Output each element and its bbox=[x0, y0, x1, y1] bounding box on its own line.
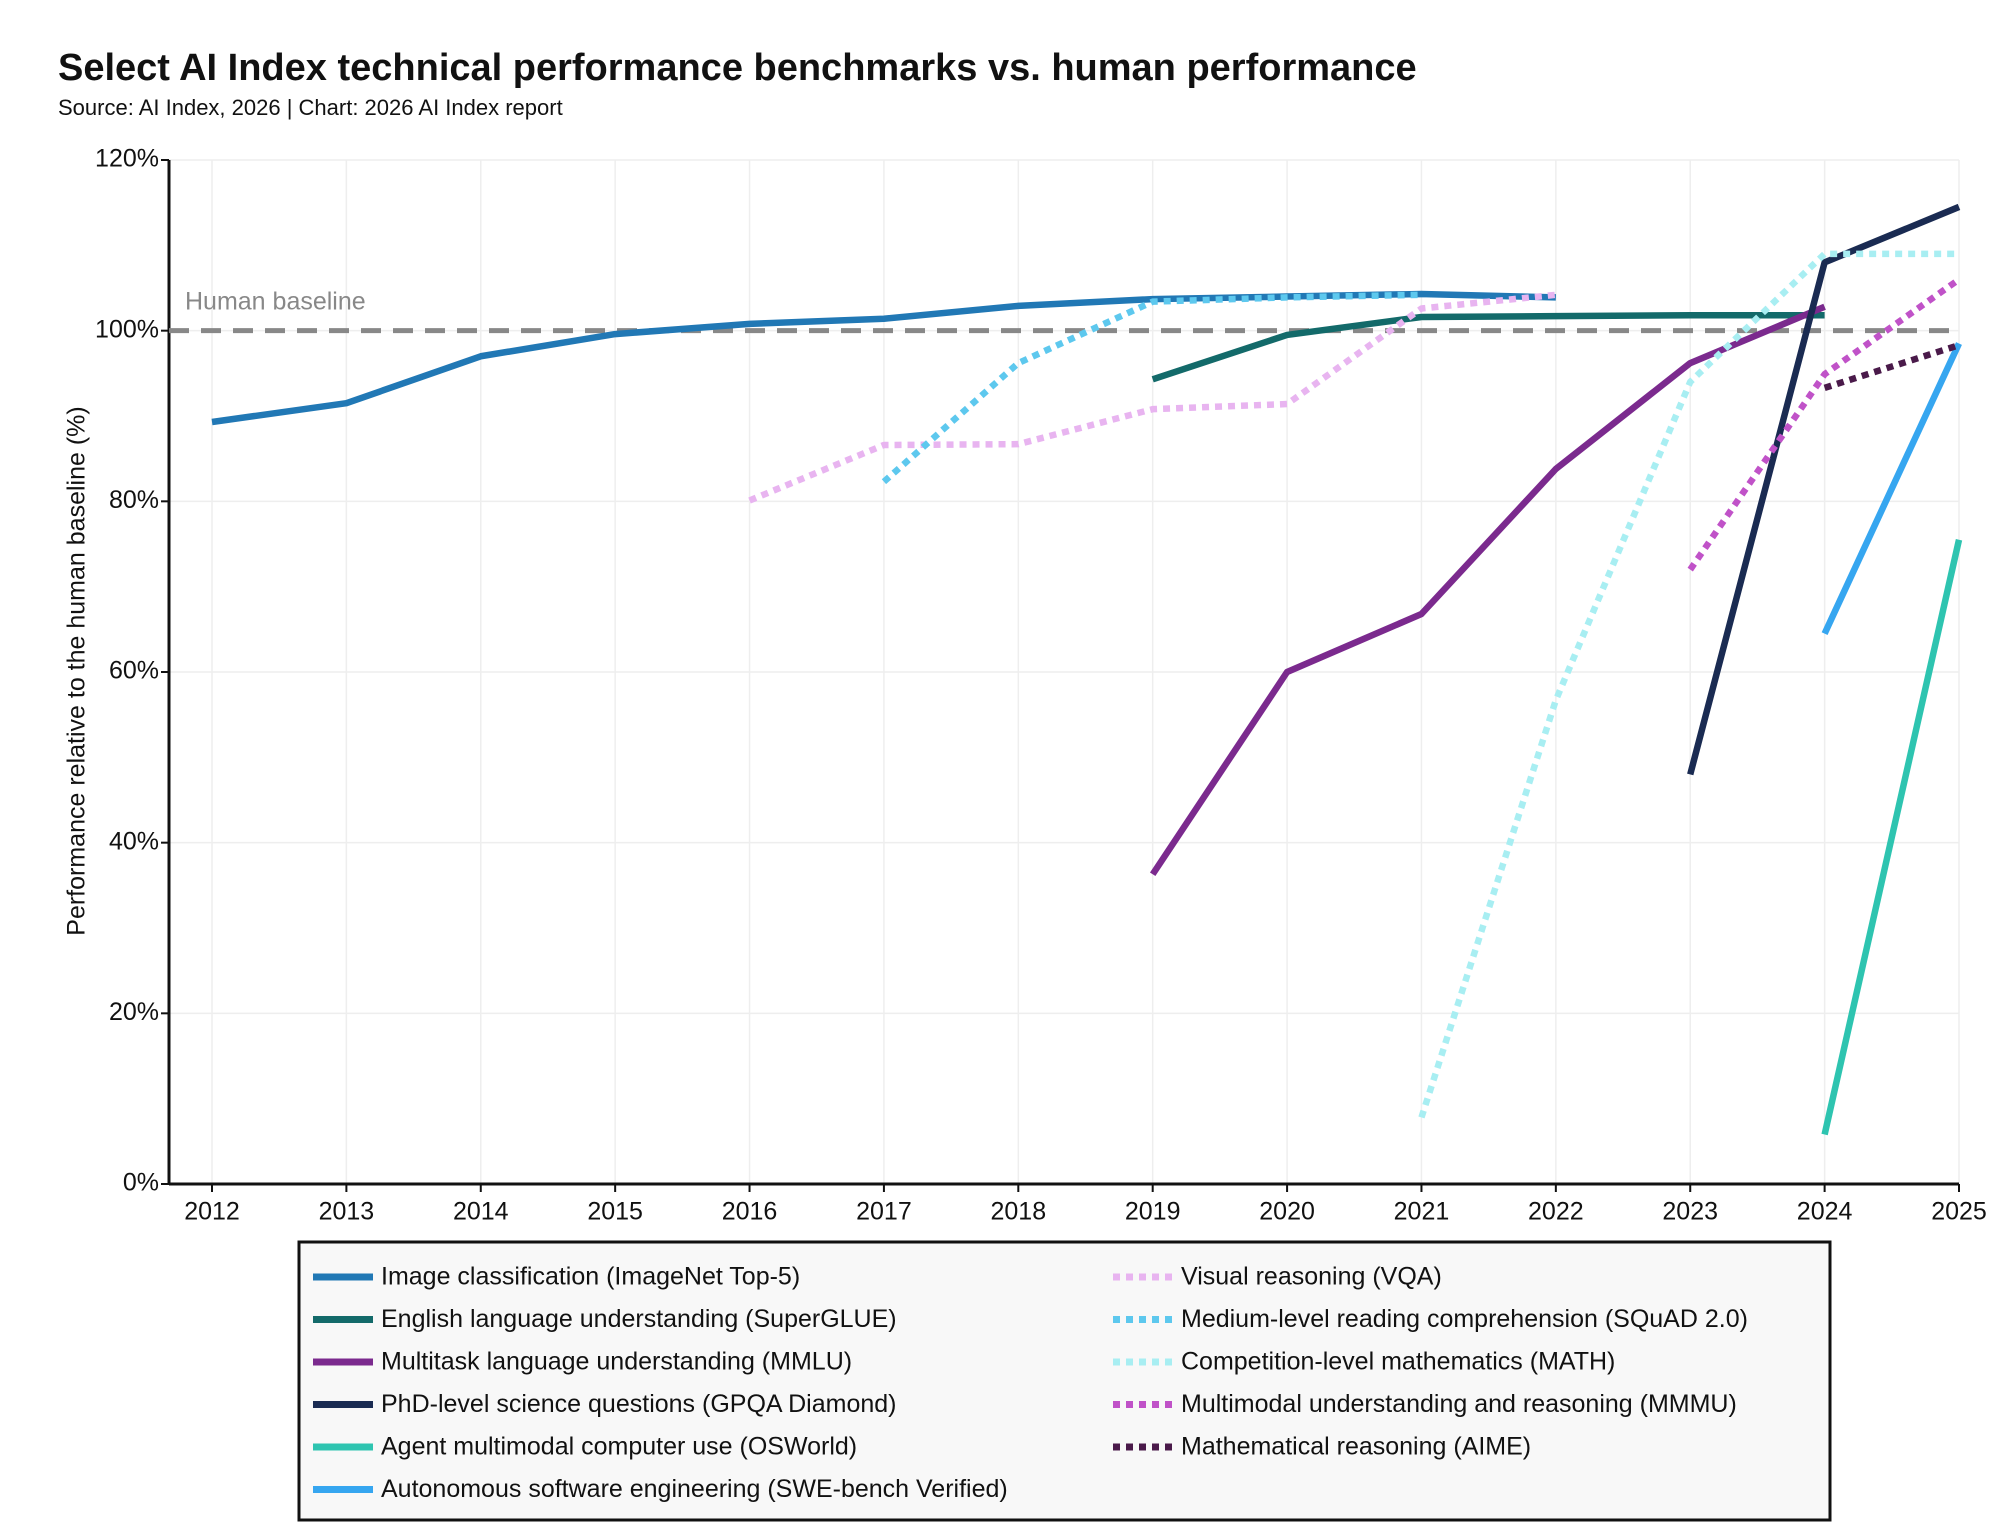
x-tick-label: 2017 bbox=[856, 1198, 912, 1226]
y-tick-label: 100% bbox=[95, 315, 159, 343]
legend-label: Competition-level mathematics (MATH) bbox=[1181, 1348, 1615, 1376]
series-line bbox=[1151, 312, 1825, 383]
x-tick-label: 2020 bbox=[1259, 1198, 1315, 1226]
legend-label: English language understanding (SuperGLU… bbox=[381, 1305, 897, 1333]
x-tick-label: 2016 bbox=[722, 1198, 778, 1226]
series-line bbox=[1821, 539, 1963, 1136]
legend-label: Medium-level reading comprehension (SQuA… bbox=[1181, 1305, 1748, 1333]
x-tick-label: 2024 bbox=[1797, 1198, 1853, 1226]
series-line bbox=[881, 291, 1422, 485]
series-line bbox=[1149, 303, 1826, 877]
x-tick-label: 2021 bbox=[1394, 1198, 1450, 1226]
chart-subtitle: Source: AI Index, 2026 | Chart: 2026 AI … bbox=[58, 95, 563, 120]
y-axis-label: Performance relative to the human baseli… bbox=[63, 406, 91, 935]
y-tick-label: 80% bbox=[109, 486, 159, 514]
legend-label: Visual reasoning (VQA) bbox=[1181, 1263, 1442, 1291]
series-line bbox=[1687, 276, 1961, 572]
x-tick-label: 2013 bbox=[319, 1198, 375, 1226]
legend-label: Autonomous software engineering (SWE-ben… bbox=[381, 1475, 1008, 1503]
legend-label: Agent multimodal computer use (OSWorld) bbox=[381, 1433, 857, 1461]
series-line bbox=[1687, 203, 1961, 776]
legend-label: PhD-level science questions (GPQA Diamon… bbox=[381, 1390, 897, 1418]
series-line bbox=[1823, 342, 1960, 391]
series-line bbox=[748, 291, 1557, 504]
legend-box bbox=[297, 1240, 1832, 1522]
series-line bbox=[1821, 342, 1962, 635]
y-tick-label: 120% bbox=[95, 145, 159, 173]
x-tick-label: 2015 bbox=[587, 1198, 643, 1226]
x-tick-label: 2018 bbox=[990, 1198, 1046, 1226]
legend-label: Mathematical reasoning (AIME) bbox=[1181, 1433, 1531, 1461]
series-line bbox=[1418, 250, 1959, 1119]
legend-label: Image classification (ImageNet Top-5) bbox=[381, 1263, 800, 1291]
legend-label: Multimodal understanding and reasoning (… bbox=[1181, 1390, 1737, 1418]
y-tick-label: 40% bbox=[109, 827, 159, 855]
x-tick-label: 2012 bbox=[184, 1198, 240, 1226]
y-tick-label: 0% bbox=[123, 1169, 159, 1197]
x-tick-label: 2014 bbox=[453, 1198, 509, 1226]
x-tick-label: 2025 bbox=[1931, 1198, 1987, 1226]
y-tick-label: 20% bbox=[109, 998, 159, 1026]
x-tick-label: 2023 bbox=[1662, 1198, 1718, 1226]
y-tick-label: 60% bbox=[109, 657, 159, 685]
legend-label: Multitask language understanding (MMLU) bbox=[381, 1348, 852, 1376]
x-tick-label: 2019 bbox=[1125, 1198, 1181, 1226]
x-tick-label: 2022 bbox=[1528, 1198, 1584, 1226]
series-line bbox=[211, 290, 1556, 426]
baseline-label: Human baseline bbox=[185, 287, 366, 315]
chart-title: Select AI Index technical performance be… bbox=[58, 47, 1417, 89]
